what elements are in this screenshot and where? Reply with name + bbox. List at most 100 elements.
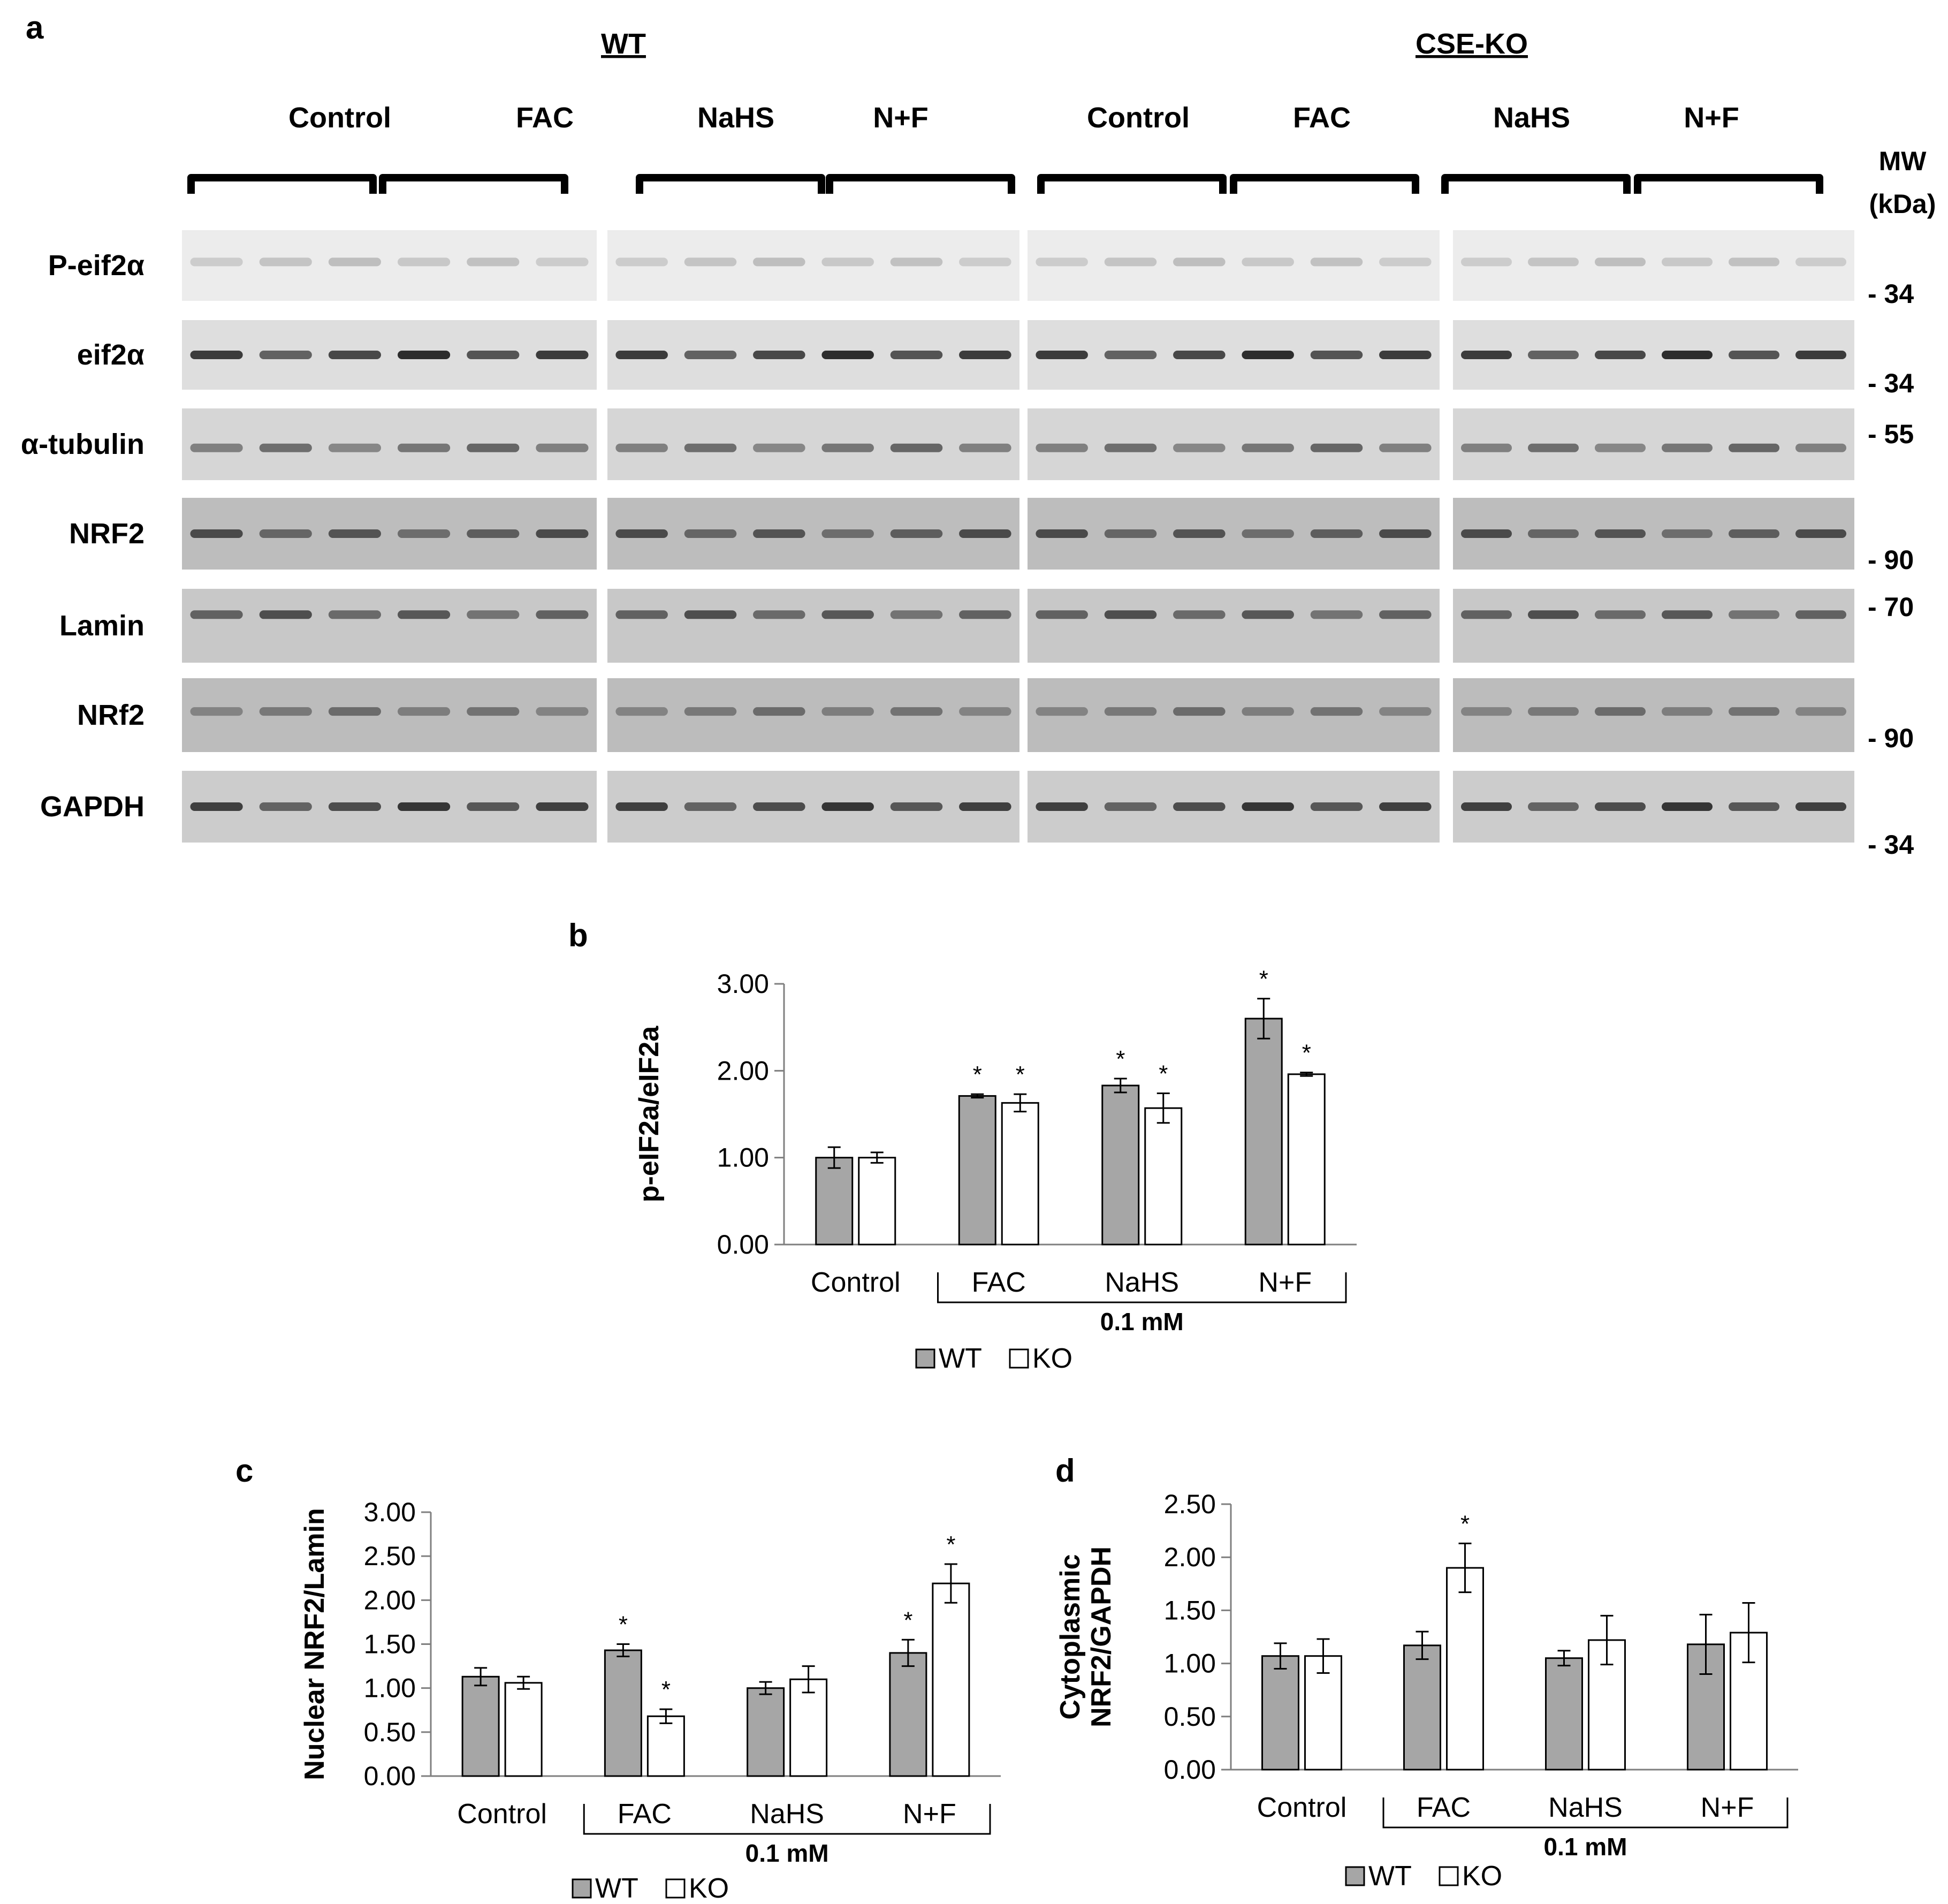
panel-label-a: a (26, 10, 44, 45)
y-tick-label: 0.00 (1164, 1755, 1216, 1785)
legend-swatch-wt (572, 1878, 592, 1899)
protein-band (821, 610, 874, 619)
protein-band (1036, 443, 1088, 452)
protein-band (1729, 443, 1779, 452)
y-axis-title: CytoplasmicNRF2/GAPDH (1055, 1546, 1117, 1727)
protein-band (1036, 257, 1088, 267)
protein-band (1242, 802, 1294, 811)
significance-star: * (619, 1612, 628, 1638)
protein-band (1729, 802, 1779, 811)
chart-d: 0.00 0.50 1.00 1.50 2.00 2.50 CytoplasmicNRF2/… (1055, 1489, 1798, 1892)
legend-swatch-ko (1009, 1348, 1029, 1369)
protein-band (328, 351, 381, 359)
protein-band (1310, 802, 1363, 811)
protein-band (190, 257, 243, 267)
protein-band (615, 610, 668, 619)
protein-band (615, 802, 668, 811)
protein-band (1104, 351, 1157, 359)
bar-wt (1101, 1084, 1140, 1246)
protein-band (615, 443, 668, 452)
y-tick-label: 1.00 (717, 1143, 769, 1173)
protein-band (821, 443, 874, 452)
protein-band (536, 610, 589, 619)
bar-wt (1261, 1655, 1299, 1771)
protein-band (536, 443, 589, 452)
protein-band (1662, 529, 1713, 538)
protein-band (536, 529, 589, 538)
bar-ko (789, 1678, 828, 1777)
lane-bracket (1441, 174, 1631, 194)
protein-band (1379, 443, 1432, 452)
protein-band (615, 257, 668, 267)
protein-band (1528, 802, 1579, 811)
protein-band (753, 443, 805, 452)
protein-band (1036, 610, 1088, 619)
protein-band (467, 443, 520, 452)
protein-band (890, 443, 943, 452)
blot-strip (1453, 408, 1854, 480)
protein-band (1036, 351, 1088, 359)
significance-star: * (946, 1531, 955, 1558)
x-tick-label: Control (1257, 1792, 1347, 1823)
treatment-label: N+F (873, 102, 929, 134)
protein-band (890, 351, 943, 359)
chart-c: 0.00 0.50 1.00 1.50 2.00 2.50 3.00 Nuclear NRF2… (299, 1497, 1001, 1904)
y-axis-title: Nuclear NRF2/Lamin (299, 1508, 330, 1780)
protein-band (959, 257, 1011, 267)
bar-wt (889, 1652, 927, 1777)
protein-band (1379, 610, 1432, 619)
y-axis-title-line: Cytoplasmic (1055, 1554, 1086, 1719)
protein-band (259, 802, 312, 811)
lane-bracket (379, 174, 568, 194)
protein-band (959, 707, 1011, 716)
protein-band (1461, 529, 1512, 538)
x-tick-label: N+F (1701, 1792, 1754, 1823)
legend-swatch-ko (1439, 1866, 1459, 1886)
protein-band (890, 802, 943, 811)
blot-strip (607, 230, 1019, 301)
protein-band (615, 707, 668, 716)
x-tick-label: Control (811, 1267, 901, 1298)
treatment-label: FAC (516, 102, 574, 134)
lane-bracket (187, 174, 377, 194)
bar-wt (958, 1095, 996, 1246)
y-tick-label: 0.00 (364, 1761, 416, 1791)
blot-row-label: NRf2 (77, 699, 144, 731)
protein-band (1036, 529, 1088, 538)
bar-ko (1144, 1107, 1183, 1246)
protein-band (1662, 351, 1713, 359)
protein-band (398, 529, 451, 538)
protein-band (1461, 802, 1512, 811)
protein-band (1795, 529, 1846, 538)
protein-band (1379, 351, 1432, 359)
significance-star: * (1460, 1511, 1470, 1537)
protein-band (959, 351, 1011, 359)
protein-band (536, 802, 589, 811)
protein-band (328, 443, 381, 452)
group-label-wt: WT (601, 28, 646, 60)
protein-band (1104, 610, 1157, 619)
protein-band (1729, 529, 1779, 538)
significance-star: * (1016, 1061, 1025, 1088)
y-axis-title-line: NRF2/GAPDH (1086, 1546, 1117, 1727)
mw-marker: - 55 (1868, 419, 1914, 449)
y-tick-label: 1.50 (1164, 1595, 1216, 1625)
blot-strip (1453, 320, 1854, 390)
protein-band (1310, 351, 1363, 359)
blot-strip (182, 678, 597, 752)
mw-unit: (kDa) (1869, 189, 1936, 219)
protein-band (1795, 257, 1846, 267)
legend-swatch-wt (1345, 1866, 1365, 1886)
protein-band (1795, 707, 1846, 716)
protein-band (398, 707, 451, 716)
blot-strip (182, 408, 597, 480)
protein-band (1595, 802, 1646, 811)
protein-band (1795, 802, 1846, 811)
mw-marker: - 34 (1868, 830, 1914, 860)
protein-band (684, 610, 737, 619)
blot-strip (1028, 408, 1440, 480)
protein-band (1729, 257, 1779, 267)
treatment-label: NaHS (697, 102, 774, 134)
y-tick-label: 2.00 (1164, 1542, 1216, 1572)
protein-band (1242, 257, 1294, 267)
